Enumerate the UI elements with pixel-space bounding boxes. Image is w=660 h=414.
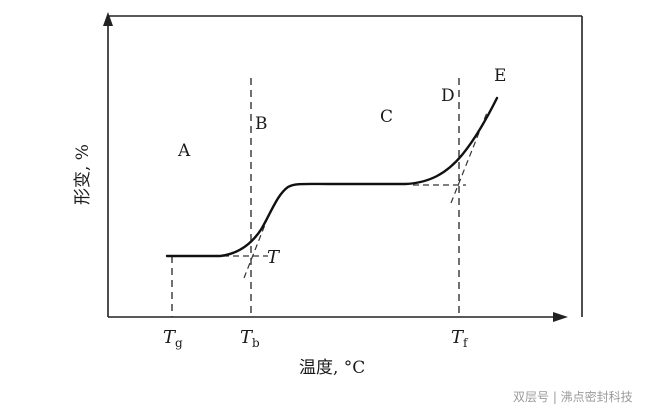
x-axis-arrow xyxy=(553,312,568,322)
tg-tick-label: Tg xyxy=(163,327,183,350)
deformation-curve xyxy=(165,96,499,258)
region-c-label: C xyxy=(380,107,393,127)
region-b-label: B xyxy=(255,114,268,134)
tangent-slope-tb xyxy=(243,211,271,279)
y-axis-arrow xyxy=(103,12,113,26)
region-e-label: E xyxy=(494,66,506,86)
tb-tick-label: Tb xyxy=(240,327,260,350)
x-axis-title: 温度, °C xyxy=(299,358,365,378)
tf-tick-label: Tf xyxy=(451,327,469,350)
region-a-label: A xyxy=(177,141,191,161)
y-axis-title: 形变, % xyxy=(73,144,93,205)
region-d-label: D xyxy=(441,86,455,106)
point-t-label: T xyxy=(267,247,281,268)
watermark-text: 双层号 | 沸点密封科技 xyxy=(513,389,633,404)
